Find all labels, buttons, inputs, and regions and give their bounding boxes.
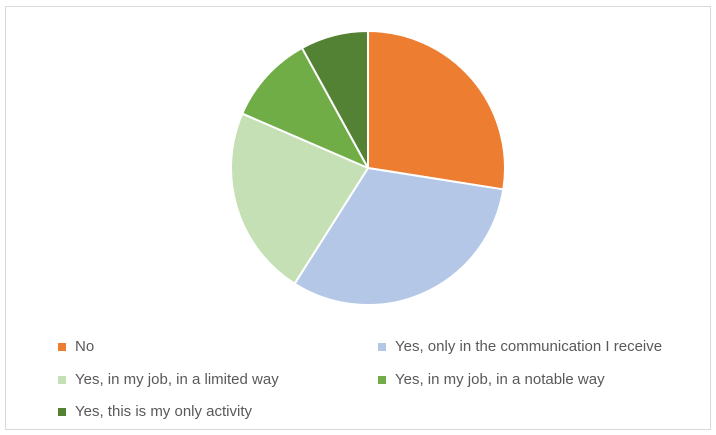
legend-label-limited: Yes, in my job, in a limited way: [75, 371, 279, 388]
legend-label-notable: Yes, in my job, in a notable way: [395, 371, 605, 388]
pie-slice-limited: [230, 112, 369, 285]
legend-swatch-no: [58, 342, 66, 351]
legend-label-no: No: [75, 338, 95, 355]
chart-area: No Yes, only in the communication I rece…: [5, 6, 711, 430]
pie-slices: [230, 30, 506, 306]
legend-item-no: No: [58, 338, 94, 355]
legend-label-communication: Yes, only in the communication I receive: [395, 338, 663, 355]
legend-label-only-activity: Yes, this is my only activity: [75, 403, 253, 420]
pie-slice-notable: [241, 46, 369, 169]
pie-slice-only-activity: [301, 30, 369, 169]
legend-item-communication: Yes, only in the communication I receive: [378, 338, 662, 355]
legend-swatch-limited: [58, 375, 66, 384]
legend-swatch-only-activity: [58, 407, 66, 416]
legend-swatch-notable: [378, 375, 386, 384]
legend-item-only-activity: Yes, this is my only activity: [58, 403, 252, 420]
legend-item-limited: Yes, in my job, in a limited way: [58, 371, 279, 388]
legend-swatch-communication: [378, 342, 386, 351]
pie-slice-no: [367, 30, 506, 191]
legend-item-notable: Yes, in my job, in a notable way: [378, 371, 605, 388]
pie-chart: [230, 30, 506, 306]
